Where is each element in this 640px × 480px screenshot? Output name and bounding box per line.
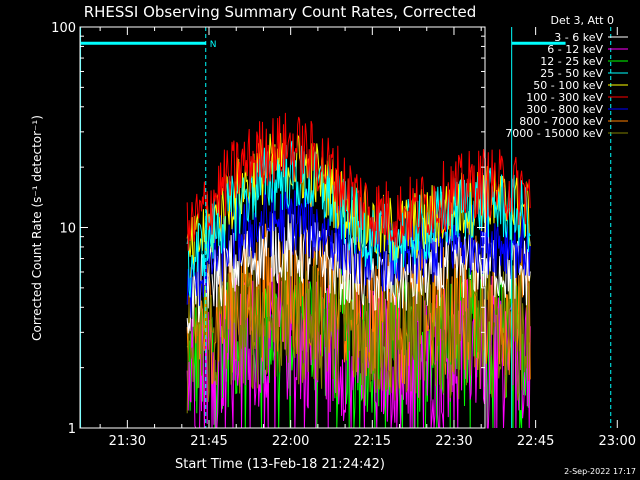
legend-label: 6 - 12 keV <box>547 43 603 56</box>
series-line <box>186 140 531 298</box>
x-tick-label: 21:45 <box>190 434 227 449</box>
footer-timestamp: 2-Sep-2022 17:17 <box>564 467 636 476</box>
axis-layer: 21:30 21:45 22:00 22:15 22:30 22:45 23:00 1 10 10… <box>51 21 636 449</box>
y-tick-label: 100 <box>51 21 76 36</box>
x-tick-label: 22:45 <box>517 434 554 449</box>
x-tick-label: 22:00 <box>272 434 309 449</box>
state-label-n: N <box>210 40 217 50</box>
series-6-12kev <box>186 267 531 429</box>
x-tick-label: 22:30 <box>435 434 472 449</box>
legend-header: Det 3, Att 0 <box>551 14 615 27</box>
legend-label: 7000 - 15000 keV <box>505 127 603 140</box>
legend-label: 300 - 800 keV <box>526 103 603 116</box>
series-25-50kev <box>186 140 531 298</box>
x-axis-label: Start Time (13-Feb-18 21:24:42) <box>175 457 385 472</box>
x-tick-label: 23:00 <box>599 434 636 449</box>
legend-label: 12 - 25 keV <box>540 55 603 68</box>
x-tick-label: 21:30 <box>109 434 146 449</box>
x-tick-label: 22:15 <box>354 434 391 449</box>
legend-label: 50 - 100 keV <box>533 79 603 92</box>
legend-label: 100 - 300 keV <box>526 91 603 104</box>
legend-label: 3 - 6 keV <box>554 31 603 44</box>
chart-title: RHESSI Observing Summary Count Rates, Co… <box>84 3 477 21</box>
series-line <box>186 112 531 251</box>
legend-label: 800 - 7000 keV <box>519 115 603 128</box>
plot-layer: N <box>80 27 612 429</box>
series-line <box>186 267 531 429</box>
legend-label: 25 - 50 keV <box>540 67 603 80</box>
series-100-300kev <box>186 112 531 251</box>
y-tick-label: 10 <box>59 222 76 237</box>
y-axis-label: Corrected Count Rate (s⁻¹ detector⁻¹) <box>30 115 44 341</box>
y-tick-label: 1 <box>68 422 76 437</box>
